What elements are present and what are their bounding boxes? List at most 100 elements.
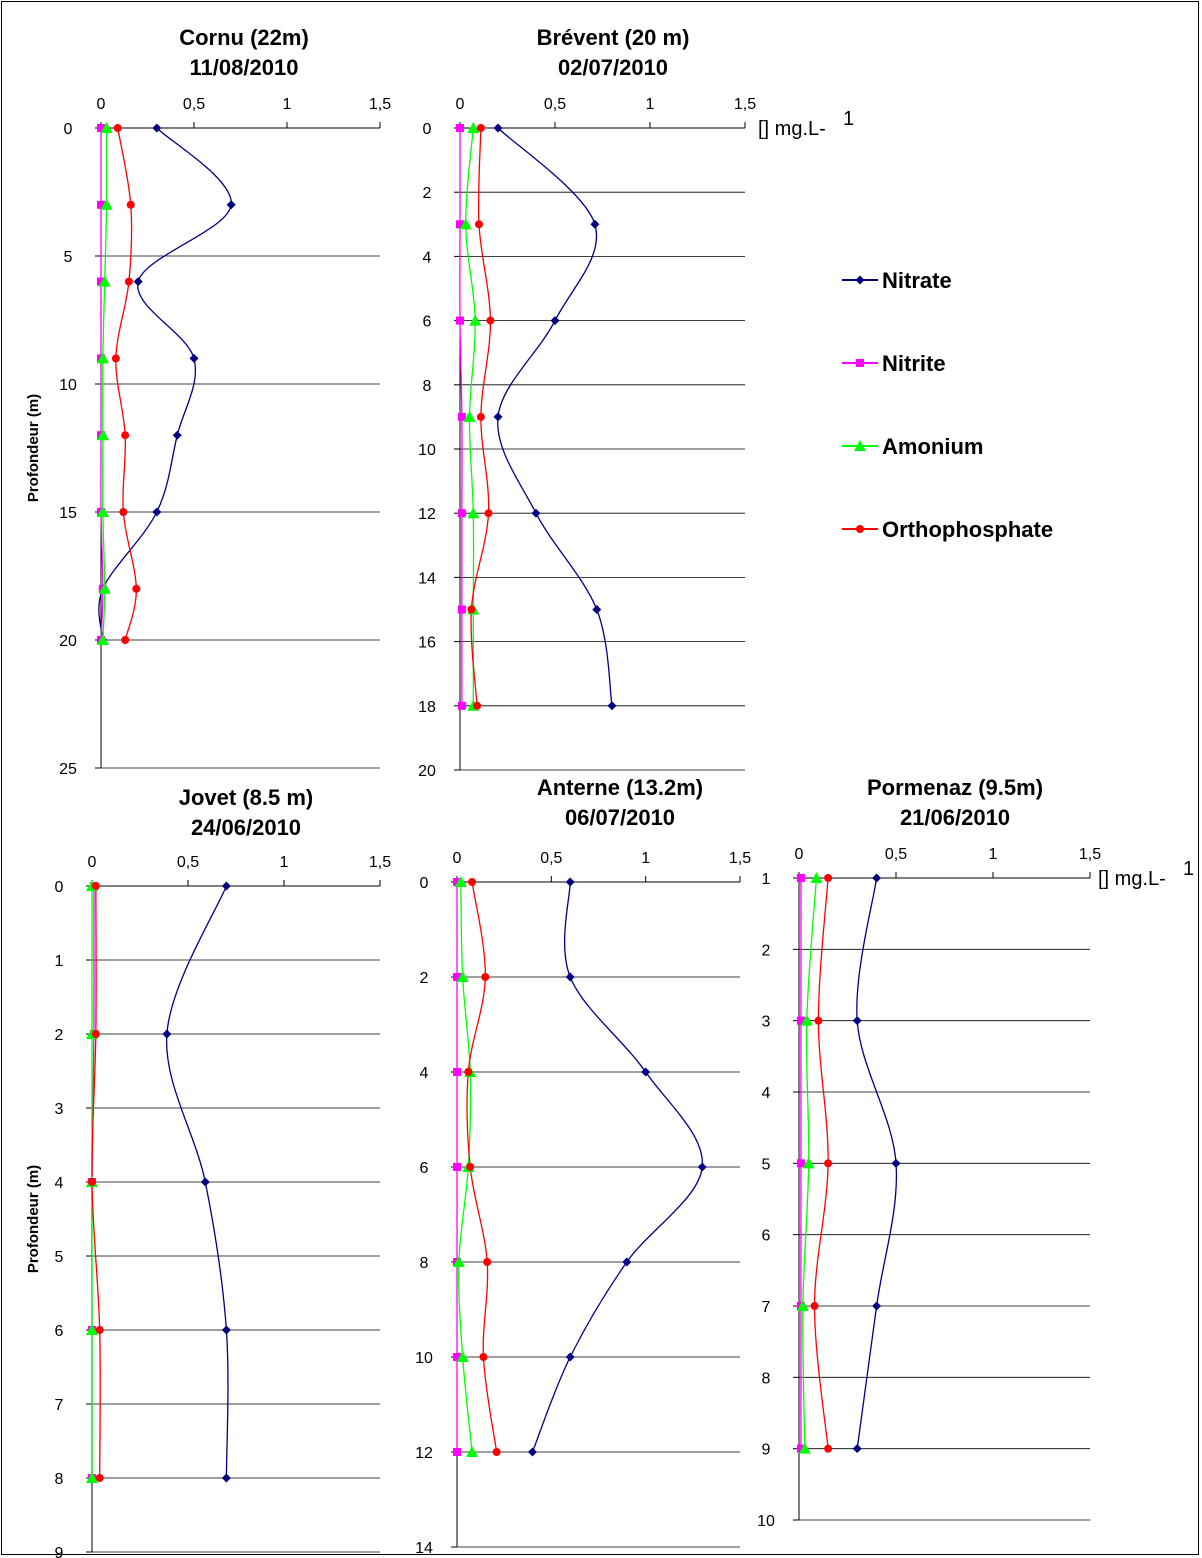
chart-date: 21/06/2010: [900, 805, 1010, 830]
data-point-nitrate: [872, 1301, 882, 1311]
data-point-nitrite: [97, 124, 105, 132]
data-point-orthophosphate: [476, 124, 485, 132]
x-tick-label: 0,5: [183, 96, 205, 113]
legend-label: Nitrate: [882, 268, 952, 293]
data-point-amonium: [86, 1472, 98, 1483]
data-point-orthophosphate: [126, 200, 135, 209]
chart-panel: Anterne (13.2m) 06/07/2010 0 2 4 6 8 10 12 14 0 0,5…: [415, 775, 751, 1557]
data-point-nitrate: [565, 877, 575, 887]
legend-marker: [855, 275, 865, 285]
data-point-orthophosphate: [467, 605, 476, 614]
data-point-nitrate: [133, 277, 143, 287]
data-point-nitrite: [453, 878, 461, 886]
data-point-orthophosphate: [810, 1302, 819, 1310]
data-point-nitrate: [493, 412, 503, 422]
y-axis-label: Profondeur (m): [25, 394, 42, 502]
y-tick-label: 16: [418, 635, 436, 652]
y-tick-label: 7: [55, 1397, 64, 1414]
x-tick-label: 1,5: [729, 850, 751, 867]
legend-item: Nitrite: [842, 351, 946, 376]
data-point-orthophosphate: [486, 316, 495, 325]
data-point-orthophosphate: [481, 973, 490, 981]
data-point-amonium: [96, 352, 109, 364]
y-tick-label: 9: [762, 1442, 771, 1459]
chart-panel: Cornu (22m) 11/08/2010 0 5 10 15 20 25 0 0,5 1 1,5 P…: [25, 25, 391, 778]
data-point-nitrate: [641, 1067, 651, 1077]
x-tick-label: 0,5: [885, 846, 907, 863]
x-tick-label: 0: [88, 854, 97, 871]
data-point-orthophosphate: [113, 124, 122, 132]
data-point-nitrate: [622, 1257, 632, 1267]
legend-item: Orthophosphate: [842, 517, 1053, 542]
x-tick-label: 1,5: [369, 96, 391, 113]
data-point-amonium: [86, 1324, 98, 1335]
y-tick-label: 10: [757, 1513, 775, 1530]
data-point-nitrite: [453, 1163, 461, 1171]
data-point-amonium: [467, 507, 480, 519]
data-point-amonium: [454, 876, 467, 887]
y-tick-label: 4: [55, 1175, 64, 1192]
y-tick-label: 6: [423, 314, 432, 331]
data-point-orthophosphate: [119, 508, 128, 516]
data-point-amonium: [456, 971, 469, 982]
data-point-nitrate: [200, 1177, 210, 1187]
series-line-amonium: [102, 127, 108, 641]
y-tick-label: 15: [59, 505, 77, 522]
legend-marker: [854, 440, 866, 451]
y-tick-label: 4: [420, 1065, 429, 1082]
y-tick-label: 2: [423, 185, 432, 202]
data-point-orthophosphate: [824, 874, 833, 882]
legend-item: Nitrate: [842, 268, 952, 293]
data-point-nitrate: [527, 1447, 537, 1457]
chart-title: Brévent (20 m): [537, 25, 690, 50]
legend-label: Orthophosphate: [882, 517, 1053, 542]
y-tick-label: 5: [64, 249, 73, 266]
y-tick-label: 1: [762, 871, 771, 888]
x-tick-label: 0: [97, 96, 106, 113]
x-tick-label: 0,5: [544, 96, 566, 113]
data-point-nitrate: [891, 1158, 901, 1168]
y-tick-label: 8: [423, 378, 432, 395]
y-tick-label: 2: [55, 1027, 64, 1044]
y-tick-label: 0: [420, 875, 429, 892]
chart-date: 02/07/2010: [558, 55, 668, 80]
data-point-nitrite: [456, 316, 464, 325]
data-point-nitrite: [796, 1016, 805, 1025]
y-tick-label: 3: [55, 1101, 64, 1118]
data-point-orthophosphate: [466, 1163, 475, 1171]
data-point-amonium: [100, 122, 113, 133]
legend-marker: [856, 525, 864, 533]
chart-panel: Jovet (8.5 m) 24/06/2010 0 1 2 3 4 5 6 7 8 9 0 0,5 1 1,…: [25, 785, 391, 1558]
y-tick-label: 6: [55, 1323, 64, 1340]
data-point-nitrite: [453, 1448, 461, 1456]
y-tick-label: 8: [420, 1255, 429, 1272]
data-point-orthophosphate: [91, 882, 100, 890]
chart-title: Jovet (8.5 m): [179, 785, 314, 810]
data-point-orthophosphate: [121, 431, 130, 440]
data-point-amonium: [800, 1014, 813, 1026]
y-tick-label: 5: [762, 1156, 771, 1173]
data-point-nitrite: [97, 200, 105, 209]
data-point-amonium: [802, 1157, 815, 1169]
y-tick-label: 0: [64, 121, 73, 138]
y-tick-label: 6: [762, 1228, 771, 1245]
y-tick-label: 12: [415, 1445, 433, 1462]
data-point-orthophosphate: [95, 1326, 104, 1334]
data-point-nitrite: [457, 509, 466, 518]
y-tick-label: 6: [420, 1160, 429, 1177]
data-point-nitrate: [852, 1444, 862, 1454]
data-point-amonium: [98, 582, 111, 594]
data-point-nitrate: [697, 1162, 707, 1172]
data-point-nitrate: [607, 701, 617, 711]
data-point-nitrite: [796, 1444, 805, 1453]
data-point-amonium: [452, 1256, 465, 1267]
chart-title: Anterne (13.2m): [537, 775, 703, 800]
data-point-orthophosphate: [824, 1444, 833, 1453]
legend-marker: [856, 359, 864, 367]
y-tick-label: 10: [59, 377, 77, 394]
data-point-nitrate: [189, 353, 199, 363]
x-tick-label: 1,5: [369, 854, 391, 871]
data-point-amonium: [466, 1446, 479, 1457]
data-point-orthophosphate: [111, 354, 120, 363]
